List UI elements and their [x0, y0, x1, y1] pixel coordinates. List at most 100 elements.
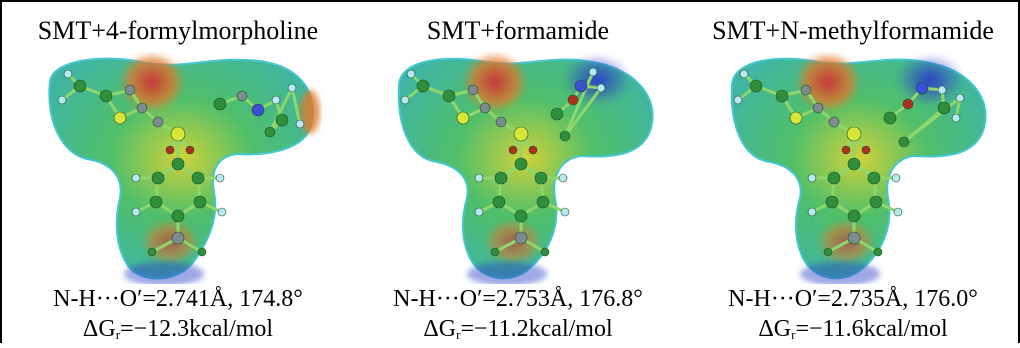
- negative-potential-region: [463, 52, 527, 112]
- atom: [559, 130, 571, 142]
- atom: [456, 111, 470, 125]
- atom: [508, 145, 518, 155]
- atom: [873, 247, 883, 257]
- panel-title: SMT+4-formylmorpholine: [37, 16, 319, 45]
- esp-surface-image: [397, 52, 654, 284]
- atom: [495, 116, 507, 128]
- bond: [268, 87, 294, 133]
- atom: [124, 84, 136, 96]
- atom: [775, 89, 789, 103]
- bond: [290, 87, 302, 125]
- atom: [789, 111, 803, 125]
- atom: [827, 171, 841, 185]
- atom: [937, 85, 947, 95]
- panel-methylformamide: SMT+N-methylformamide N-H···O′=2.735Å, 1…: [690, 0, 1016, 343]
- panel-title: SMT+formamide: [426, 16, 610, 45]
- atom: [131, 207, 141, 217]
- atom: [823, 247, 833, 257]
- atom: [891, 173, 901, 183]
- atom: [236, 90, 248, 102]
- esp-surface-image: [48, 52, 320, 284]
- hbond-geometry: N-H···O′=2.735Å, 176.0°: [728, 286, 978, 312]
- energy-value: =−11.6kcal/mol: [795, 316, 948, 342]
- edge-potential-region: [300, 90, 320, 134]
- table-left-rule: [0, 0, 2, 343]
- panel-formamide: SMT+formamide N-H···O′=2.753Å, 176.8° ΔG…: [355, 0, 681, 343]
- atom: [588, 67, 598, 77]
- atom: [514, 209, 528, 223]
- atom: [560, 207, 570, 217]
- atom: [152, 116, 164, 128]
- atom: [513, 126, 529, 142]
- atom: [807, 173, 817, 183]
- atom: [193, 195, 207, 209]
- atom: [847, 157, 861, 171]
- energy-subscript: r: [791, 327, 796, 342]
- atom: [749, 79, 763, 93]
- atom: [937, 101, 951, 115]
- atom: [215, 173, 225, 183]
- atom: [295, 119, 305, 129]
- positive-potential-region: [896, 54, 964, 106]
- bottom-blue-rim: [124, 262, 204, 284]
- atom: [847, 209, 861, 223]
- energy-subscript: r: [456, 327, 461, 342]
- energy-symbol: ΔG: [423, 316, 457, 342]
- atom: [528, 145, 538, 155]
- bond: [903, 96, 961, 144]
- atom: [550, 107, 564, 121]
- atom: [861, 145, 871, 155]
- ball-stick-model: [57, 69, 305, 257]
- gibbs-energy: ΔGr=−12.3kcal/mol: [8, 316, 348, 348]
- atom: [217, 207, 227, 217]
- atom: [955, 93, 965, 103]
- atom: [271, 95, 281, 105]
- ball-stick-model: [733, 69, 965, 257]
- atom: [147, 247, 157, 257]
- atom: [733, 95, 743, 105]
- atom: [492, 195, 506, 209]
- atom: [490, 247, 500, 257]
- atom: [883, 111, 897, 125]
- atom: [185, 145, 195, 155]
- atom: [151, 171, 165, 185]
- atom: [191, 171, 205, 185]
- atom: [171, 157, 185, 171]
- atom: [136, 102, 148, 114]
- atom: [479, 102, 491, 114]
- atom: [893, 207, 903, 217]
- atom: [596, 83, 606, 93]
- atom: [567, 94, 579, 106]
- atom: [113, 111, 127, 125]
- hbond-geometry: N-H···O′=2.753Å, 176.8°: [393, 286, 643, 312]
- atom: [197, 247, 207, 257]
- energy-value: =−12.3kcal/mol: [120, 316, 274, 342]
- atom: [574, 79, 588, 93]
- atom: [131, 173, 141, 183]
- atom: [536, 195, 550, 209]
- positive-potential-region: [563, 54, 631, 106]
- bottom-blue-rim: [800, 262, 880, 284]
- energy-subscript: r: [115, 327, 121, 342]
- negative-potential-region: [796, 52, 860, 112]
- atom: [514, 231, 528, 245]
- atom: [847, 231, 861, 245]
- energy-value: =−11.2kcal/mol: [460, 316, 613, 342]
- esp-surface-image: [730, 52, 987, 284]
- bottom-blue-rim: [467, 262, 547, 284]
- atom: [540, 247, 550, 257]
- atom: [915, 81, 929, 95]
- atom: [165, 145, 175, 155]
- atom: [251, 103, 265, 117]
- atom: [442, 89, 456, 103]
- atom: [869, 195, 883, 209]
- atom: [846, 126, 862, 142]
- atom: [534, 171, 548, 185]
- atom: [416, 79, 430, 93]
- negative-potential-region: [120, 52, 184, 112]
- atom: [406, 69, 416, 79]
- atom: [474, 173, 484, 183]
- atom: [149, 195, 163, 209]
- ball-stick-model: [400, 67, 606, 257]
